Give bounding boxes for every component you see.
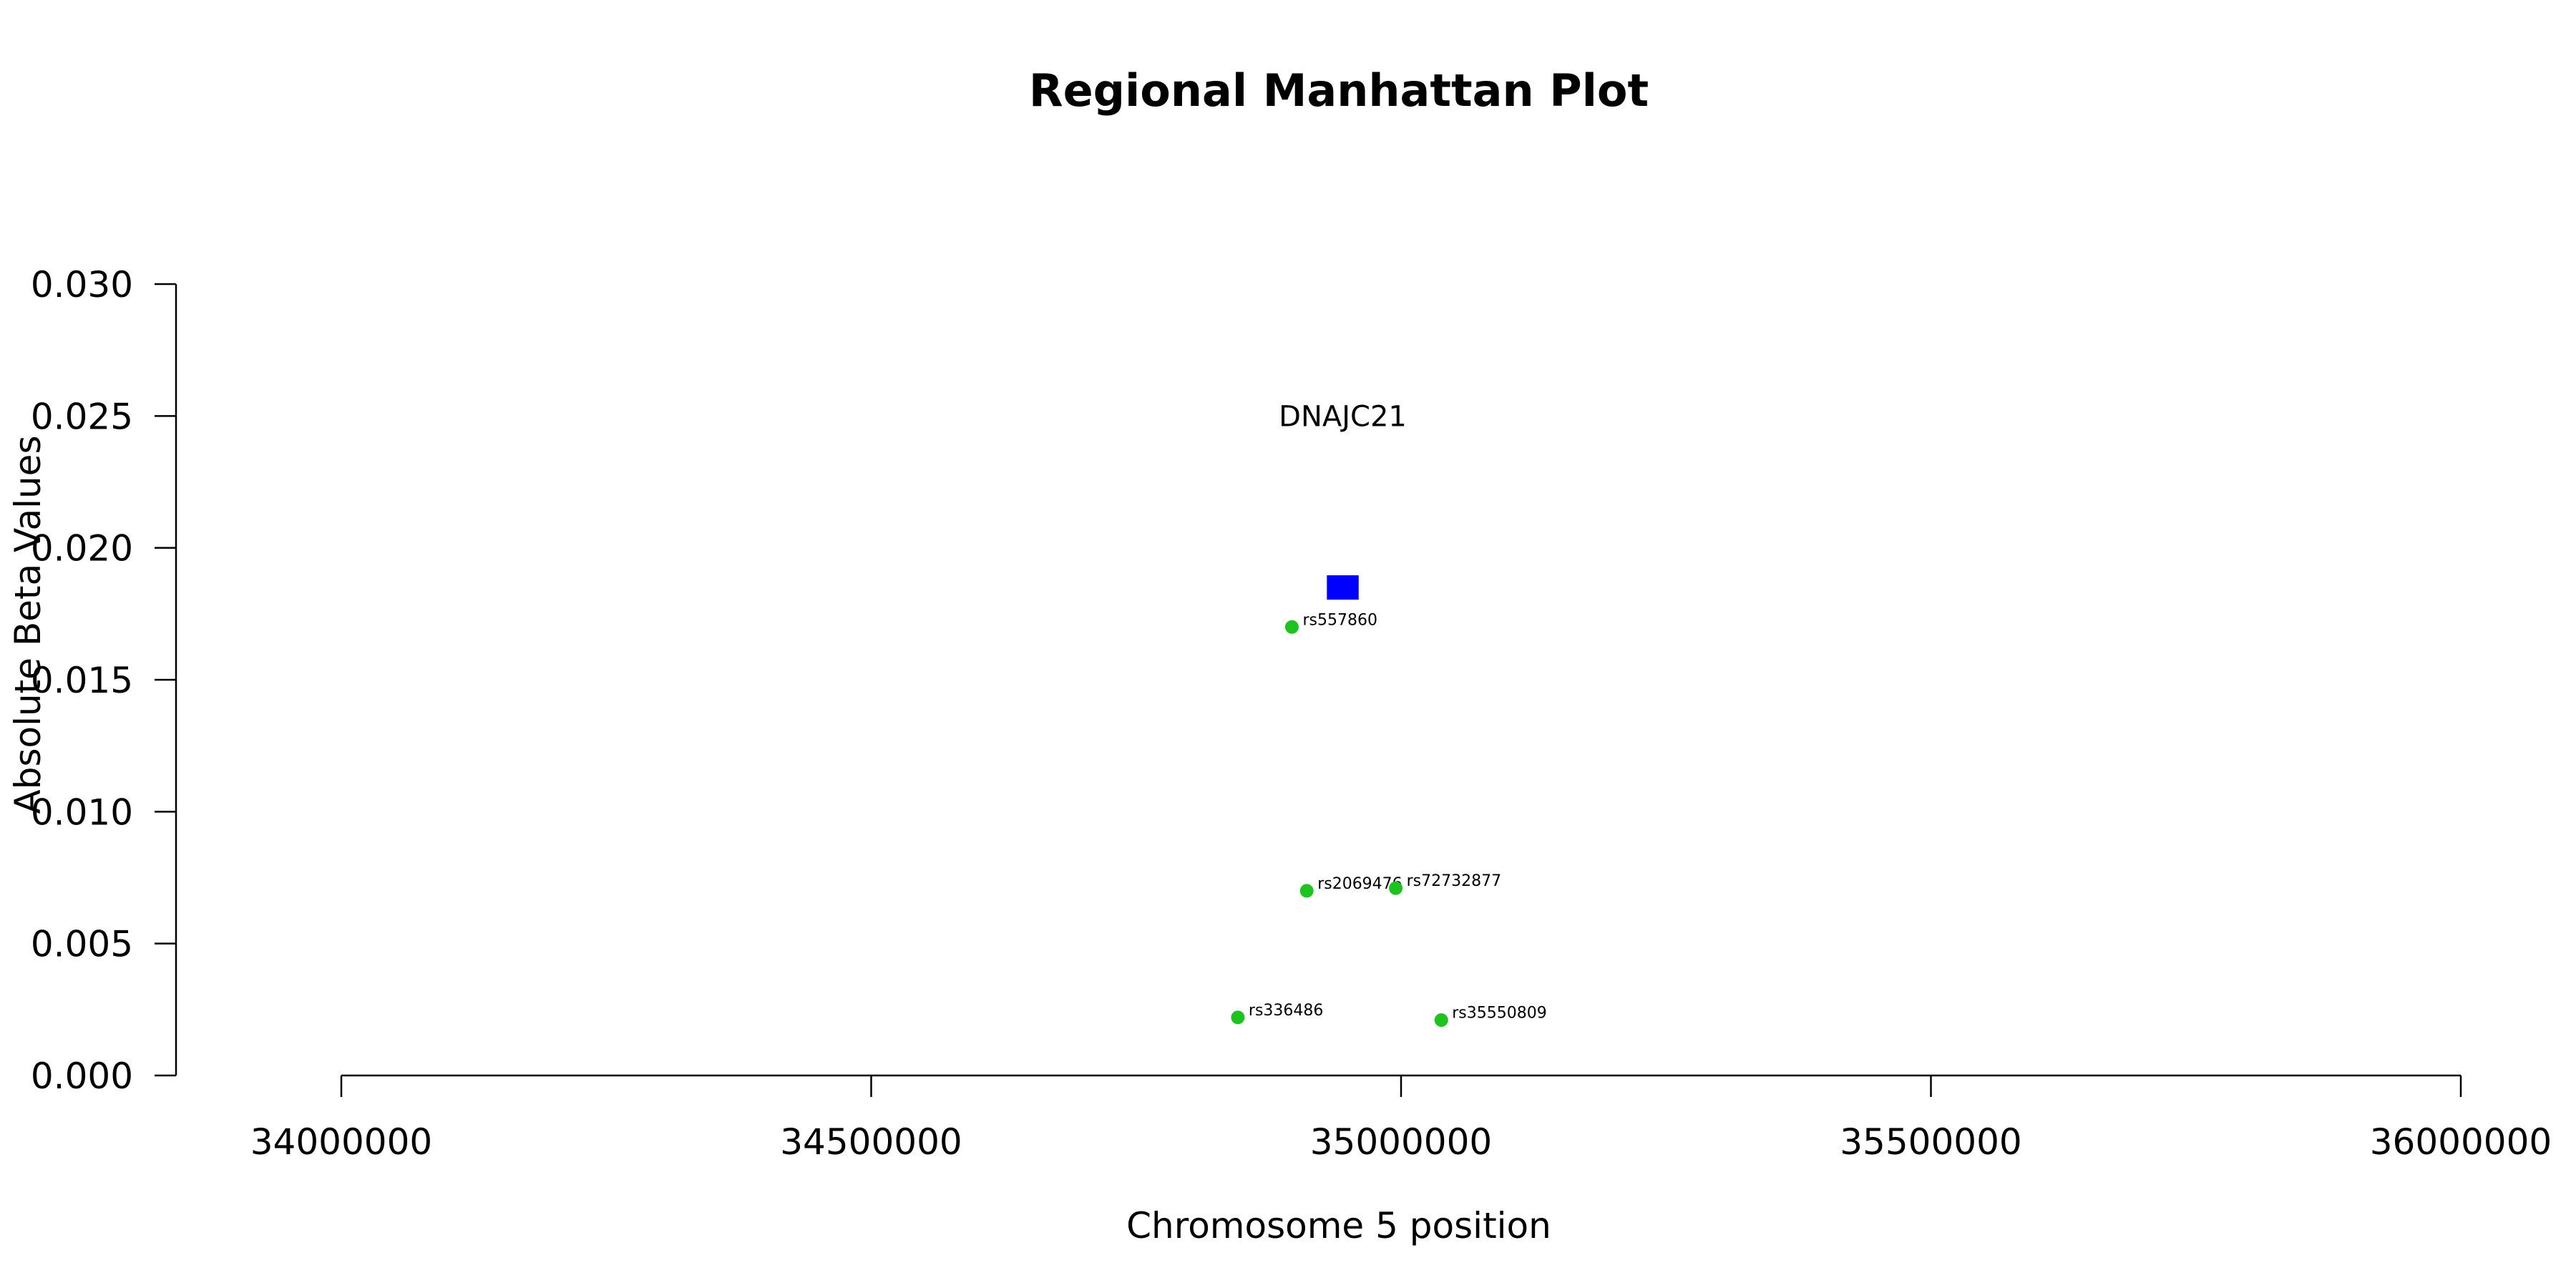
gene-layer: DNAJC21 [1279,400,1407,600]
y-axis: 0.000 0.005 0.010 0.015 0.020 0.025 0.030 [31,264,177,1097]
y-tick-label: 0.015 [31,660,133,701]
y-tick-label: 0.005 [31,924,133,965]
x-axis: 34000000 34500000 35000000 35500000 36000000 [250,1074,2552,1163]
x-tick-label: 35000000 [1310,1121,1493,1163]
y-tick-label: 0.030 [31,264,133,306]
x-tick-label: 36000000 [2370,1121,2552,1163]
gene-block [1327,575,1359,600]
snp-label: rs72732877 [1407,872,1501,890]
snp-point [1389,881,1403,895]
snp-label: rs2069476 [1317,875,1402,893]
y-tick-label: 0.025 [31,396,133,437]
snp-label: rs557860 [1302,611,1377,629]
snp-label: rs35550809 [1452,1005,1546,1023]
x-axis-label: Chromosome 5 position [1126,1205,1551,1246]
y-axis-label: Absolute Beta Values [7,436,49,814]
snp-point [1231,1010,1245,1025]
y-tick-label: 0.000 [31,1055,133,1097]
data-points: rs557860 rs2069476 rs72732877 rs336486 rs355… [1231,611,1547,1028]
y-tick-label: 0.010 [31,791,133,833]
x-tick-label: 34000000 [250,1121,433,1163]
x-tick-label: 34500000 [780,1121,962,1163]
gene-label: DNAJC21 [1279,400,1407,433]
snp-label: rs336486 [1249,1002,1324,1020]
chart-title: Regional Manhattan Plot [1029,64,1649,117]
y-tick-label: 0.020 [31,528,133,570]
x-tick-label: 35500000 [1840,1121,2022,1163]
snp-point [1299,884,1314,898]
snp-point [1434,1013,1448,1028]
snp-point [1284,620,1299,634]
